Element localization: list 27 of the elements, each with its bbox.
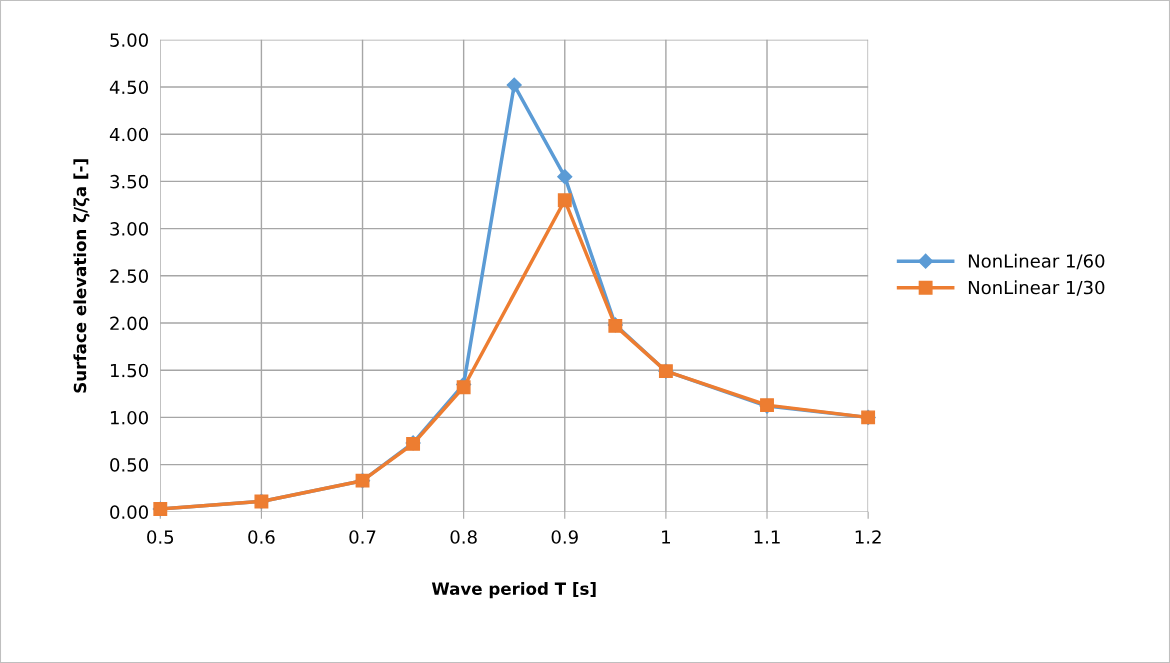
y-tick-label: 1.00 [110, 410, 148, 425]
point [506, 77, 522, 93]
y-tick-label: 2.00 [110, 316, 148, 331]
x-tick-label: 1.2 [855, 530, 881, 544]
point [557, 193, 572, 208]
x-tick-label: 0.8 [450, 530, 477, 544]
y-axis-title: Surface elevation ζ/ζa [-] [73, 159, 90, 393]
x-axis-title: Wave period T [s] [431, 582, 596, 599]
x-tick-label: 0.5 [147, 530, 174, 544]
x-tick-label: 0.7 [349, 530, 376, 544]
y-tick-label: 0.00 [110, 505, 148, 519]
point [557, 169, 573, 185]
x-tick-label: 0.9 [551, 530, 578, 544]
y-tick-label: 3.00 [110, 222, 148, 236]
point [456, 380, 471, 395]
x-tick-label: 0.6 [248, 530, 275, 544]
x-tick-label: 1.1 [754, 530, 780, 544]
x-tick-label: 1 [662, 530, 670, 544]
legend-label: NonLinear 1/30 [968, 280, 1105, 296]
y-tick-label: 5.00 [110, 33, 148, 47]
y-tick-label: 4.00 [109, 127, 148, 142]
y-tick-label: 2.50 [110, 269, 148, 283]
y-tick-label: 4.50 [109, 80, 148, 95]
y-tick-label: 3.50 [110, 174, 148, 189]
legend-label: NonLinear 1/60 [968, 253, 1105, 270]
y-tick-label: 1.50 [110, 363, 148, 378]
y-tick-label: 0.50 [110, 458, 148, 472]
